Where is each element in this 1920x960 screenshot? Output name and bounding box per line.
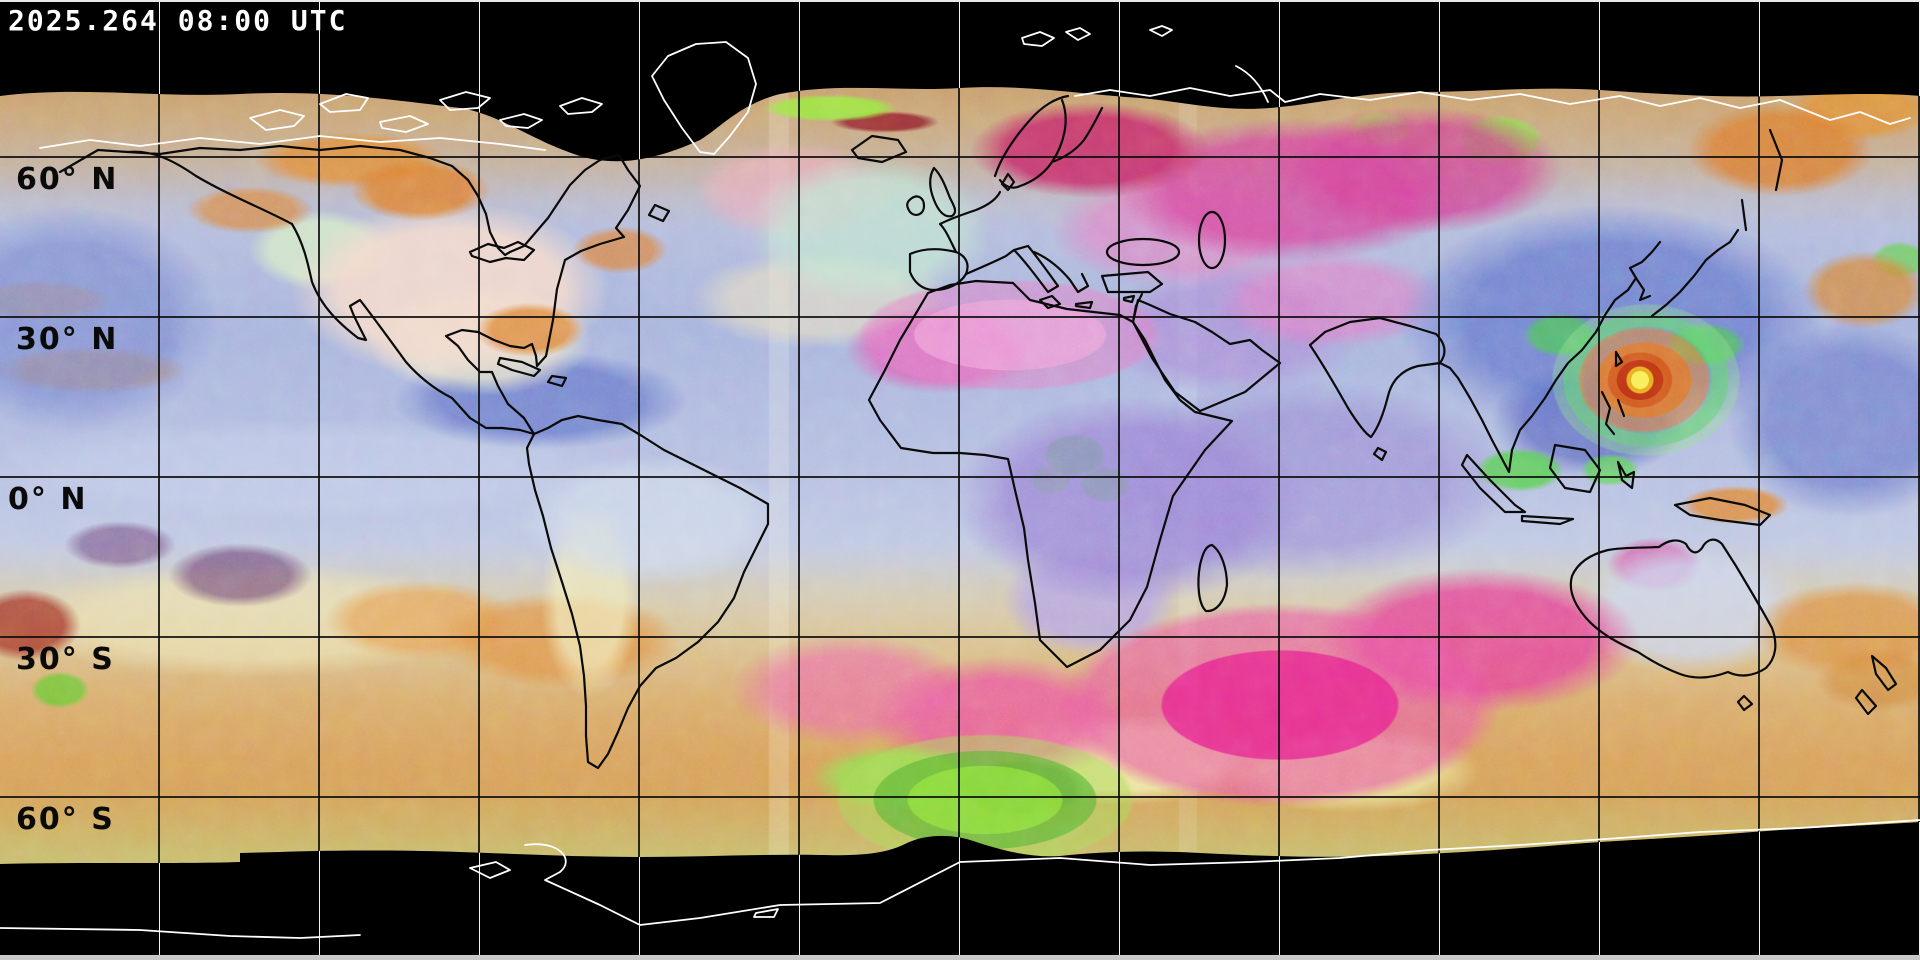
latitude-label-30s: 30° S [16, 642, 115, 677]
top-border-line [0, 0, 1920, 2]
coastlines-black [58, 94, 1898, 770]
latitude-label-60n: 60° N [16, 162, 119, 197]
timestamp-label: 2025.264 08:00 UTC [8, 4, 348, 37]
bottom-border-line [0, 955, 1920, 960]
coastlines-white-polar [0, 25, 1920, 939]
latitude-label-0n: 0° N [8, 482, 88, 517]
latitude-label-30n: 30° N [16, 322, 119, 357]
latitude-label-60s: 60° S [16, 802, 115, 837]
